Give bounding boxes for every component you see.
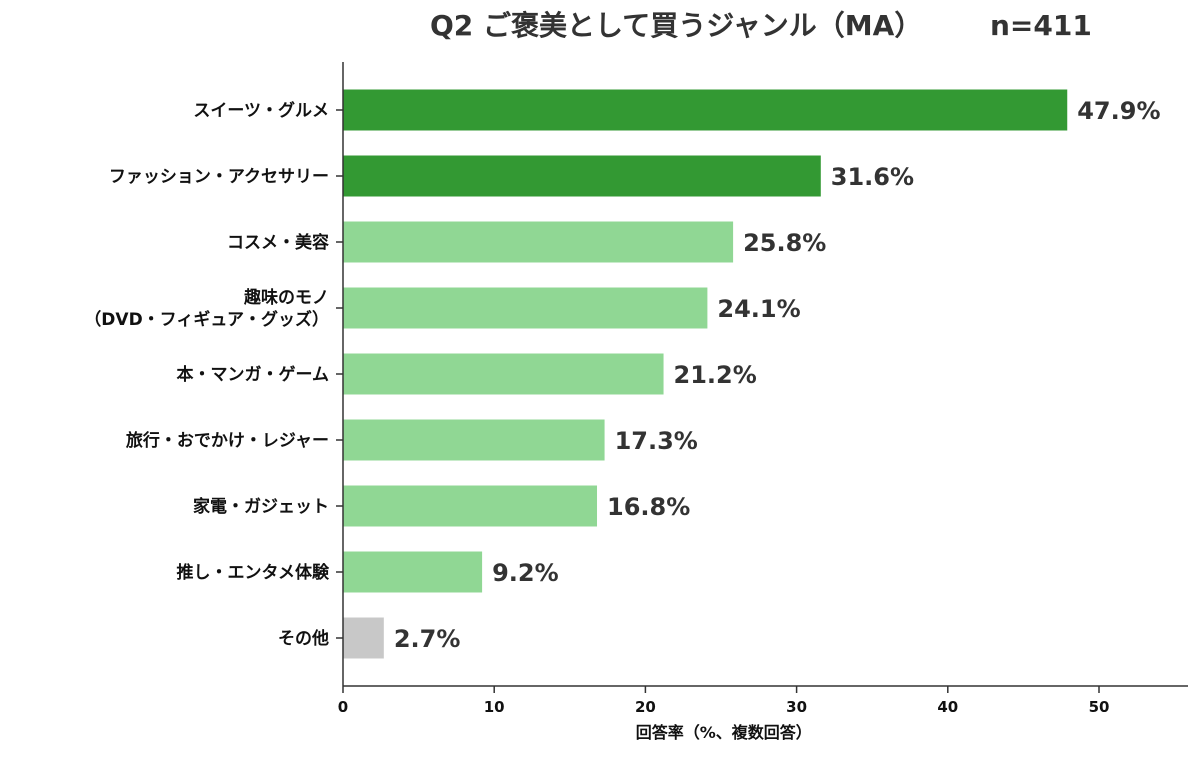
bar-8 bbox=[343, 551, 483, 593]
x-ticks-group: 0 10 20 30 40 50 bbox=[338, 686, 1110, 716]
value-label-1: 47.9% bbox=[1077, 97, 1160, 125]
value-label-8: 9.2% bbox=[492, 559, 559, 587]
x-tick-label-10: 10 bbox=[484, 698, 505, 716]
category-label-1: スイーツ・グルメ bbox=[193, 100, 329, 121]
bar-3 bbox=[343, 221, 734, 263]
category-label-4-line-1: 趣味のモノ bbox=[243, 287, 329, 308]
chart-title: Q2 ご褒美として買うジャンル（MA） bbox=[430, 9, 922, 42]
chart-subtitle: n=411 bbox=[990, 9, 1092, 42]
x-tick-label-40: 40 bbox=[937, 698, 958, 716]
category-label-3: コスメ・美容 bbox=[227, 232, 329, 253]
bar-4 bbox=[343, 287, 708, 329]
category-label-6: 旅行・おでかけ・レジャー bbox=[126, 430, 329, 451]
value-label-2: 31.6% bbox=[831, 163, 914, 191]
category-label-8: 推し・エンタメ体験 bbox=[177, 562, 330, 583]
value-labels-group: 47.9% 31.6% 25.8% 24.1% 21.2% 17.3% 16.8% 9.2% 2… bbox=[394, 97, 1161, 653]
category-label-7: 家電・ガジェット bbox=[193, 496, 329, 517]
x-tick-label-20: 20 bbox=[635, 698, 656, 716]
x-tick-label-30: 30 bbox=[786, 698, 807, 716]
value-label-3: 25.8% bbox=[743, 229, 826, 257]
value-label-7: 16.8% bbox=[607, 493, 690, 521]
category-label-9: その他 bbox=[278, 628, 329, 649]
bar-6 bbox=[343, 419, 605, 461]
bar-5 bbox=[343, 353, 664, 395]
category-labels-group: スイーツ・グルメファッション・アクセサリーコスメ・美容趣味のモノ（DVD・フィギ… bbox=[84, 100, 343, 649]
x-axis-title: 回答率（%、複数回答） bbox=[636, 723, 812, 742]
bar-7 bbox=[343, 485, 598, 527]
value-label-6: 17.3% bbox=[615, 427, 698, 455]
category-label-5: 本・マンガ・ゲーム bbox=[177, 364, 330, 385]
x-tick-label-50: 50 bbox=[1089, 698, 1110, 716]
bars-group bbox=[343, 89, 1068, 659]
bar-1 bbox=[343, 89, 1068, 131]
value-label-9: 2.7% bbox=[394, 625, 461, 653]
category-label-2: ファッション・アクセサリー bbox=[109, 167, 329, 187]
value-label-4: 24.1% bbox=[717, 295, 800, 323]
bar-2 bbox=[343, 155, 821, 197]
x-tick-label-0: 0 bbox=[338, 698, 348, 716]
value-label-5: 21.2% bbox=[674, 361, 757, 389]
category-label-4-line-2: （DVD・フィギュア・グッズ） bbox=[84, 309, 329, 330]
bar-9 bbox=[343, 617, 384, 659]
